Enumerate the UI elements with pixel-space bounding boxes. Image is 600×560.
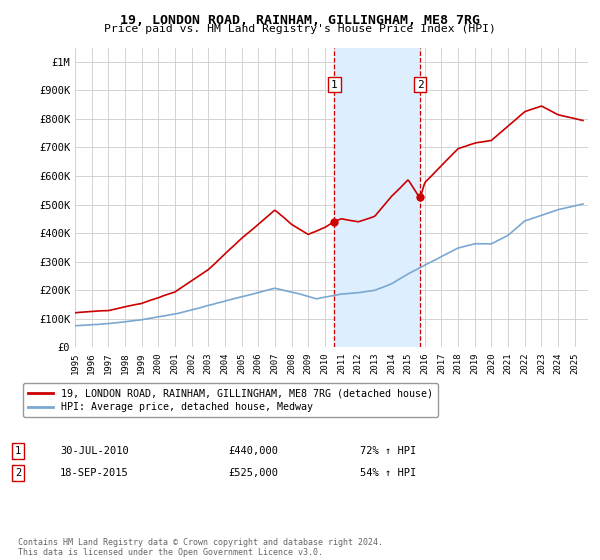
Text: 72% ↑ HPI: 72% ↑ HPI — [360, 446, 416, 456]
Text: Contains HM Land Registry data © Crown copyright and database right 2024.
This d: Contains HM Land Registry data © Crown c… — [18, 538, 383, 557]
Text: Price paid vs. HM Land Registry's House Price Index (HPI): Price paid vs. HM Land Registry's House … — [104, 24, 496, 34]
Legend: 19, LONDON ROAD, RAINHAM, GILLINGHAM, ME8 7RG (detached house), HPI: Average pri: 19, LONDON ROAD, RAINHAM, GILLINGHAM, ME… — [23, 383, 438, 417]
Text: £440,000: £440,000 — [228, 446, 278, 456]
Text: 2: 2 — [417, 80, 424, 90]
Text: £525,000: £525,000 — [228, 468, 278, 478]
Text: 1: 1 — [15, 446, 21, 456]
Text: 30-JUL-2010: 30-JUL-2010 — [60, 446, 129, 456]
Text: 54% ↑ HPI: 54% ↑ HPI — [360, 468, 416, 478]
Text: 18-SEP-2015: 18-SEP-2015 — [60, 468, 129, 478]
Text: 1: 1 — [331, 80, 338, 90]
Text: 19, LONDON ROAD, RAINHAM, GILLINGHAM, ME8 7RG: 19, LONDON ROAD, RAINHAM, GILLINGHAM, ME… — [120, 14, 480, 27]
Bar — [334, 48, 420, 347]
Text: 2: 2 — [15, 468, 21, 478]
